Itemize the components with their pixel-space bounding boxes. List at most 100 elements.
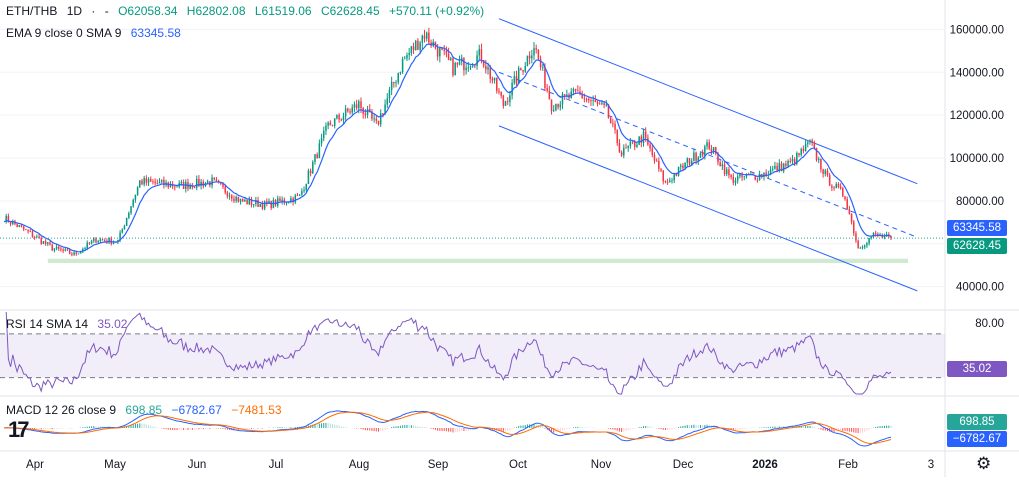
candle-body [239,198,242,202]
candle-body [235,196,237,201]
rsi-legend[interactable]: RSI 14 SMA 14 35.02 [6,317,133,332]
candle-body [279,198,281,202]
candle-body [66,249,69,251]
candle-body [147,179,150,183]
candle-body [859,247,862,249]
candle-body [763,172,765,178]
candle-body [88,242,91,244]
candle-body [682,165,684,169]
candle-body [222,183,224,187]
candle-body [185,182,187,189]
candle-body [791,159,794,162]
candle-body [780,163,783,172]
candle-body [603,103,605,106]
rsi-label: RSI 14 SMA 14 [6,317,89,331]
candle-body [522,70,524,72]
candle-body [75,252,78,254]
candle-body [509,95,511,102]
open-value: O62058.34 [118,4,178,18]
candle-body [686,158,689,163]
tradingview-logo-icon[interactable]: 17 [8,417,30,442]
candle-body [649,144,651,149]
candle-body [379,113,382,125]
menu-dash[interactable]: - [104,4,109,18]
candle-body [33,236,36,238]
candle-body [671,180,673,182]
candle-body [883,236,886,238]
candle-body [237,196,240,202]
candle-body [807,142,809,144]
candle-body [537,49,540,59]
candle-body [684,162,686,169]
candle-body [456,63,459,65]
candle-body [347,108,349,112]
candle-body [690,160,693,165]
ema-price-tag: 63345.58 [947,220,1007,236]
candle-body [395,82,397,84]
candle-body [257,200,259,207]
interval[interactable]: 1D [66,4,83,18]
candle-body [154,181,156,184]
price-tick-label: 140000.00 [950,67,1004,79]
candle-body [620,152,623,156]
candle-body [485,65,487,70]
candle-body [517,68,520,84]
candle-body [393,82,395,84]
macd-signal-line [3,411,892,444]
candle-body [598,103,601,105]
candle-body [49,242,51,245]
ema-legend[interactable]: EMA 9 close 0 SMA 9 63345.58 [6,26,187,41]
gear-icon[interactable]: ⚙ [976,454,992,473]
candle-body [211,177,213,186]
candle-body [261,204,264,209]
candle-body [180,182,183,184]
candle-body [38,236,40,239]
candle-body [723,164,726,175]
candle-body [156,183,159,184]
candle-body [623,147,625,156]
rsi-line [5,311,892,395]
candle-body [20,225,23,227]
candle-body [333,118,336,126]
candle-body [99,239,102,242]
close-price-tag: 62628.45 [947,238,1007,254]
candle-body [629,141,632,146]
candle-body [344,108,347,117]
macd-legend[interactable]: MACD 12 26 close 9 698.85 −6782.67 −7481… [6,403,288,418]
high-value: H62802.08 [186,4,246,18]
change-value: +570.11 (+0.92%) [389,4,485,18]
candle-body [612,123,614,125]
candle-body [539,58,542,68]
candle-body [520,68,522,71]
rsi-band [0,333,945,378]
candle-body [22,226,25,230]
candle-body [382,113,384,115]
symbol-name[interactable]: ETH/THB [6,4,58,18]
candle-body [761,174,763,178]
candle-body [224,186,226,193]
candle-body [754,175,756,180]
ema-label: EMA 9 close 0 SMA 9 [6,26,122,40]
candle-body [662,170,664,182]
candle-body [193,187,196,189]
candle-body [728,169,730,176]
candle-body [693,152,695,161]
candle-body [587,99,590,101]
candle-body [837,183,840,187]
candle-body [802,149,805,152]
candle-body [500,92,502,96]
candle-body [846,199,848,210]
candle-body [414,40,417,50]
candle-body [633,141,636,147]
candle-body [436,48,439,57]
candle-body [60,248,62,250]
candle-body [548,90,551,100]
candle-body [139,180,141,188]
candle-body [5,216,7,222]
candle-body [675,174,678,176]
candle-body [563,94,566,96]
candle-body [677,166,680,176]
candle-body [195,178,198,188]
